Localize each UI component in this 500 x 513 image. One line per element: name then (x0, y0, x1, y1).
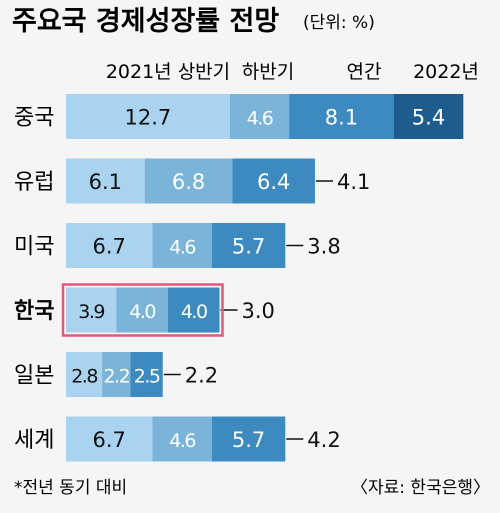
bar-segment (66, 94, 230, 139)
highlight-box (61, 283, 224, 337)
category-label: 세계 (14, 428, 54, 453)
data-label: 2.2 (185, 364, 218, 388)
data-label: 6.7 (93, 428, 126, 452)
data-label: 4.0 (181, 301, 207, 323)
chart-unit: (단위: %) (303, 13, 375, 33)
bar-segment (130, 352, 163, 397)
bars: 중국 12.7 4.6 8.1 5.4 유럽 6.1 6.8 6.4 4.1 미국 6.7 4.6 5.7… (14, 94, 464, 462)
bar-segment (229, 94, 290, 139)
data-label: 5.7 (232, 428, 265, 452)
category-label: 일본 (14, 364, 54, 389)
bar-segment (232, 158, 315, 204)
data-label: 3.8 (307, 235, 340, 259)
category-label: 미국 (14, 235, 54, 260)
data-label: 5.7 (232, 235, 265, 259)
bar-segment (66, 352, 103, 397)
footnote: *전년 동기 대비 (14, 478, 127, 498)
category-label: 중국 (14, 106, 54, 131)
data-label: 2.5 (134, 366, 160, 388)
data-label: 4.1 (337, 170, 370, 194)
data-label: 5.4 (412, 106, 445, 130)
category-label: 한국 (14, 299, 54, 324)
data-label: 6.7 (93, 235, 126, 259)
source-note: 〈자료: 한국은행〉 (351, 478, 490, 498)
bar-segment (66, 223, 153, 268)
bar-segment (66, 158, 145, 204)
data-label: 2.2 (103, 366, 129, 388)
data-label: 6.4 (257, 170, 290, 194)
data-label: 3.0 (242, 299, 275, 323)
bar-segment (152, 416, 212, 462)
chart-title: 주요국 경제성장률 전망 (12, 6, 279, 37)
legend-label: 하반기 (242, 61, 294, 83)
data-label: 4.6 (169, 237, 195, 259)
data-label: 8.1 (325, 106, 358, 130)
bar-segment (393, 94, 464, 139)
bar-segment (66, 287, 117, 333)
bar-segment (211, 416, 286, 462)
legend-label: 2022년 (413, 61, 479, 83)
data-label: 4.0 (129, 301, 155, 323)
legend: 2021년 상반기 하반기 연간 2022년 (106, 61, 479, 83)
data-label: 4.6 (169, 430, 195, 452)
data-label: 4.6 (247, 108, 273, 130)
data-label: 3.9 (78, 301, 104, 323)
bar-segment (167, 287, 220, 333)
bar-segment (116, 287, 168, 333)
data-label: 2.8 (71, 366, 97, 388)
data-label: 6.1 (89, 170, 122, 194)
legend-label: 연간 (347, 61, 382, 83)
bar-segment (152, 223, 212, 268)
bar-segment (144, 158, 233, 204)
bar-segment (66, 416, 153, 462)
data-label: 4.2 (307, 428, 340, 452)
bar-segment (211, 223, 286, 268)
bar-segment (289, 94, 394, 139)
data-label: 12.7 (125, 106, 172, 130)
category-label: 유럽 (14, 170, 54, 195)
legend-label: 2021년 상반기 (106, 61, 230, 83)
bar-segment (102, 352, 131, 397)
data-label: 6.8 (172, 170, 205, 194)
